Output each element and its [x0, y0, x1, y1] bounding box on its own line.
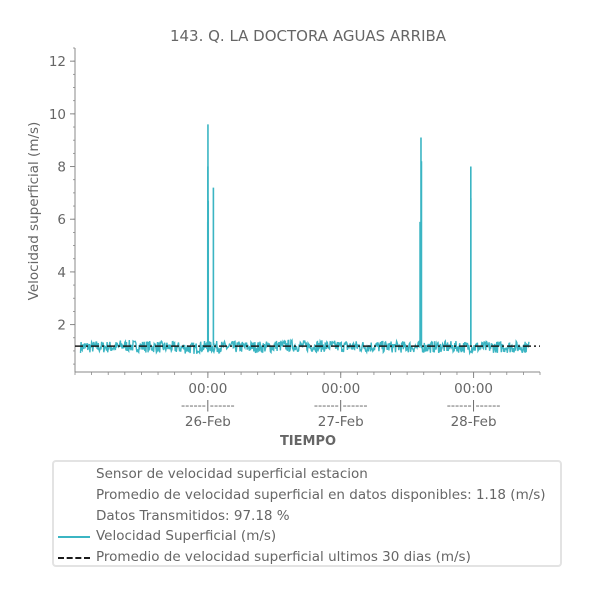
legend-entry-average: Promedio de velocidad superficial ultimo… — [54, 547, 560, 567]
legend-info-average: Promedio de velocidad superficial en dat… — [54, 485, 560, 505]
legend-info-sensor: Sensor de velocidad superficial estacion — [54, 464, 560, 484]
y-tick-label: 4 — [57, 265, 66, 281]
y-tick-label: 8 — [57, 160, 66, 176]
legend-info-transmitted: Datos Transmitidos: 97.18 % — [54, 506, 560, 526]
legend-entry-series: Velocidad Superficial (m/s) — [54, 526, 560, 546]
legend-info-text: Datos Transmitidos: 97.18 % — [96, 508, 290, 524]
x-tick-label: 00:00 — [188, 381, 227, 397]
legend: Sensor de velocidad superficial estacion… — [52, 460, 562, 567]
y-axis-label: Velocidad superficial (m/s) — [26, 122, 42, 301]
x-axis-label: TIEMPO — [280, 434, 336, 449]
x-tick-label: 00:00 — [321, 381, 360, 397]
x-tick-label: ------|------ — [314, 398, 368, 412]
y-tick-label: 6 — [57, 212, 66, 228]
legend-average-label: Promedio de velocidad superficial ultimo… — [96, 549, 471, 565]
x-tick-label: ------|------ — [181, 398, 235, 412]
legend-info-text: Sensor de velocidad superficial estacion — [96, 466, 368, 482]
y-tick-label: 2 — [57, 318, 66, 334]
x-tick-label: 26-Feb — [185, 414, 231, 430]
chart-title: 143. Q. LA DOCTORA AGUAS ARRIBA — [170, 27, 447, 45]
y-tick-label: 10 — [49, 107, 66, 123]
series-baseline-line — [79, 338, 530, 356]
legend-series-label: Velocidad Superficial (m/s) — [96, 528, 277, 544]
plot-area: 2468101200:00------|------26-Feb00:00---… — [49, 47, 541, 430]
legend-average-swatch — [58, 557, 90, 559]
x-tick-label: 28-Feb — [451, 414, 497, 430]
y-tick-label: 12 — [49, 54, 66, 70]
x-tick-label: 00:00 — [454, 381, 493, 397]
x-tick-label: 27-Feb — [318, 414, 364, 430]
x-tick-label: ------|------ — [447, 398, 501, 412]
legend-info-text: Promedio de velocidad superficial en dat… — [96, 487, 546, 503]
legend-series-swatch — [58, 536, 90, 538]
